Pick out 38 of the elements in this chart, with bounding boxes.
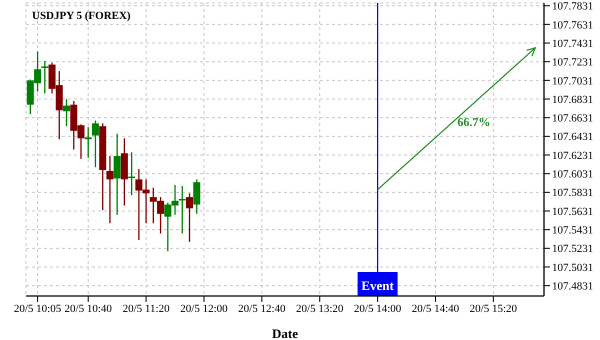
y-tick-label: 107.7831 (552, 0, 594, 13)
x-tick-label: 20/5 13:20 (296, 302, 344, 315)
y-tick-label: 107.6031 (552, 168, 594, 181)
candlestick (128, 152, 136, 196)
candlestick (114, 132, 121, 216)
candlestick (186, 192, 194, 243)
candlestick (106, 155, 114, 224)
candlestick (63, 98, 70, 127)
y-tick-label: 107.7231 (552, 56, 594, 69)
candlestick (41, 60, 48, 94)
y-tick-label: 107.4831 (552, 280, 594, 293)
candlestick (92, 120, 99, 168)
y-tick-label: 107.6631 (552, 112, 594, 125)
x-tick-label: 20/5 12:00 (180, 302, 228, 315)
y-tick-label: 107.7431 (552, 38, 594, 50)
y-tick-label: 107.6831 (552, 94, 594, 106)
y-tick-label: 107.5231 (552, 243, 594, 256)
x-tick-label: 20/5 11:20 (122, 302, 170, 315)
text: USDJPY 5 (FOREX) (32, 10, 131, 22)
annotation: 66.7% (457, 115, 490, 130)
x-tick-label: 20/5 10:05 (14, 302, 62, 315)
x-tick-label: 20/5 10:40 (64, 302, 112, 315)
x-tick-label: 20/5 14:00 (354, 302, 402, 315)
x-tick-label: 20/5 15:20 (470, 302, 518, 315)
ref-line-label: Event (361, 278, 395, 293)
y-tick-label: 107.5031 (552, 262, 594, 274)
y-tick-label: 107.5631 (552, 206, 594, 218)
y-tick-label: 107.5431 (552, 224, 594, 237)
x-axis-title: Date (272, 326, 298, 340)
x-tick-label: 20/5 14:40 (412, 302, 460, 315)
y-tick-label: 107.6231 (552, 150, 594, 162)
x-tick-label: 20/5 12:40 (238, 302, 286, 315)
y-tick-label: 107.7631 (552, 19, 594, 32)
y-tick-label: 107.6431 (552, 131, 594, 144)
y-tick-label: 107.7031 (552, 75, 594, 88)
y-tick-label: 107.5831 (552, 187, 594, 200)
candlestick (193, 178, 200, 215)
candlestick (178, 185, 186, 234)
